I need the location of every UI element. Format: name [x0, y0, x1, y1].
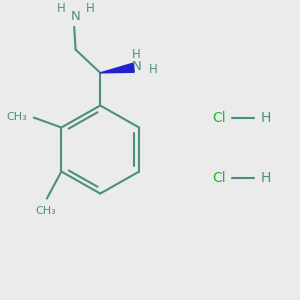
Text: N: N: [132, 60, 142, 74]
Text: H: H: [86, 2, 94, 15]
Text: H: H: [260, 111, 271, 125]
Text: H: H: [149, 63, 158, 76]
Text: Cl: Cl: [212, 171, 226, 185]
Text: H: H: [57, 2, 65, 15]
Text: CH₃: CH₃: [35, 206, 56, 216]
Text: H: H: [132, 48, 141, 61]
Polygon shape: [100, 63, 134, 73]
Text: H: H: [260, 171, 271, 185]
Text: Cl: Cl: [212, 111, 226, 125]
Text: N: N: [71, 11, 80, 23]
Text: CH₃: CH₃: [7, 112, 28, 122]
